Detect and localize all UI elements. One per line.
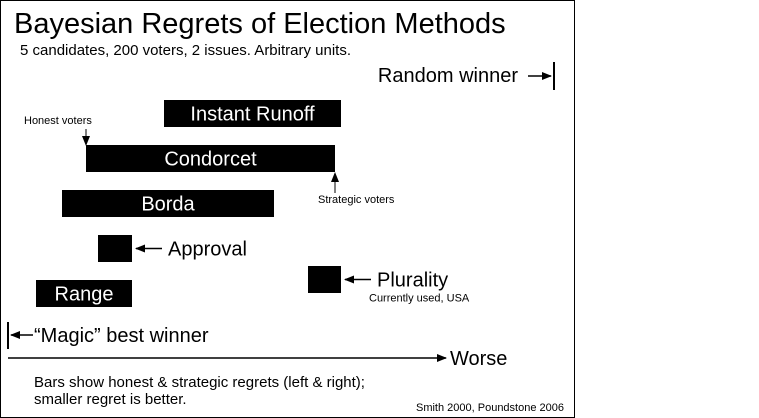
bar-note-plurality: Currently used, USA (369, 293, 470, 305)
annotation-honest-voters: Honest voters (24, 115, 92, 127)
bar-label-instant-runoff: Instant Runoff (190, 104, 315, 126)
chart-title: Bayesian Regrets of Election Methods (14, 8, 506, 40)
bar-label-approval: Approval (168, 239, 247, 261)
random-winner-label: Random winner (378, 65, 518, 87)
bar-condorcet (86, 145, 335, 172)
bar-group: Instant Runoff Condorcet Borda Approval Plur… (36, 100, 470, 307)
bar-label-range: Range (55, 284, 114, 306)
bar-label-plurality: Plurality (377, 270, 448, 292)
bar-plurality (308, 266, 341, 293)
credit: Smith 2000, Poundstone 2006 (416, 402, 564, 414)
bar-range (36, 280, 132, 307)
footnote-line-2: smaller regret is better. (34, 391, 187, 408)
x-axis-label: Worse (450, 348, 507, 370)
bar-borda (62, 190, 274, 217)
best-winner-label: “Magic” best winner (34, 325, 209, 347)
footnote-line-1: Bars show honest & strategic regrets (le… (34, 374, 365, 391)
bar-label-borda: Borda (141, 194, 195, 216)
bar-label-condorcet: Condorcet (164, 149, 257, 171)
chart-subtitle: 5 candidates, 200 voters, 2 issues. Arbi… (20, 42, 351, 59)
annotation-strategic-voters: Strategic voters (318, 194, 395, 206)
bar-approval (98, 235, 132, 262)
bar-instant-runoff (164, 100, 341, 127)
